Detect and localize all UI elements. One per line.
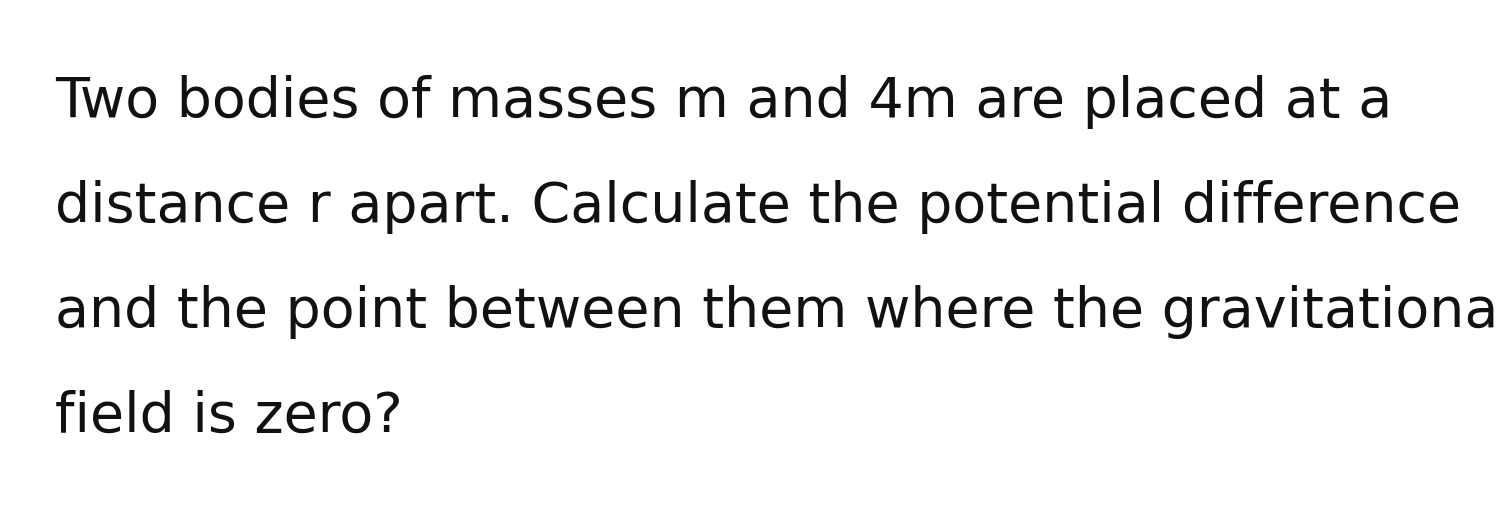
Text: distance r apart. Calculate the potential difference: distance r apart. Calculate the potentia… [56, 180, 1461, 234]
Text: Two bodies of masses m and 4m are placed at a: Two bodies of masses m and 4m are placed… [56, 75, 1392, 129]
Text: field is zero?: field is zero? [56, 390, 402, 444]
Text: and the point between them where the gravitational: and the point between them where the gra… [56, 285, 1500, 339]
